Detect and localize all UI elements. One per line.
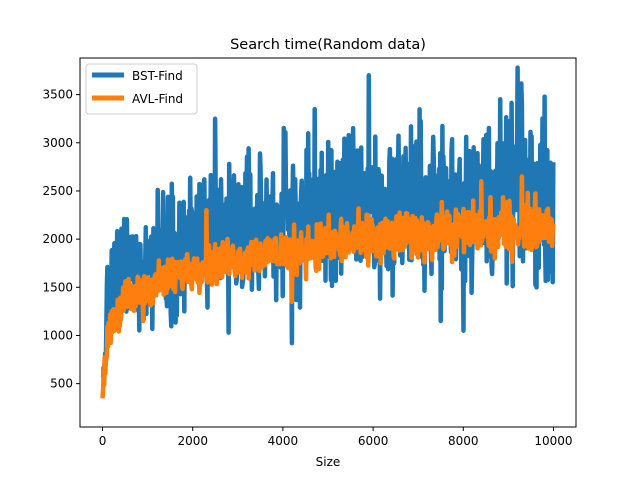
x-axis: 0 2000 4000 6000 8000 10000 (99, 427, 573, 448)
plot-content (100, 65, 556, 399)
y-tick-label: 1000 (42, 328, 73, 342)
y-tick-label: 3500 (42, 88, 73, 102)
y-axis: 500 1000 1500 2000 2500 3000 3500 (42, 88, 80, 391)
y-tick-label: 500 (50, 377, 73, 391)
y-tick-label: 2000 (42, 232, 73, 246)
series-layer (100, 65, 556, 399)
x-tick-label: 2000 (177, 434, 208, 448)
legend: BST-Find AVL-Find (85, 63, 198, 115)
chart-title: Search time(Random data) (230, 37, 426, 53)
x-tick-label: 6000 (358, 434, 389, 448)
x-tick-label: 8000 (448, 434, 479, 448)
x-axis-label: Size (316, 455, 341, 469)
y-tick-label: 2500 (42, 184, 73, 198)
series-avl-find (100, 174, 556, 399)
y-tick-label: 1500 (42, 280, 73, 294)
series-line-avl-find (100, 174, 556, 399)
x-tick-label: 10000 (534, 434, 572, 448)
legend-label-bst: BST-Find (132, 69, 183, 83)
plot-frame (79, 57, 577, 428)
x-tick-label: 0 (99, 434, 107, 448)
y-tick-label: 3000 (42, 136, 73, 150)
legend-label-avl: AVL-Find (132, 92, 183, 106)
x-tick-label: 4000 (268, 434, 299, 448)
